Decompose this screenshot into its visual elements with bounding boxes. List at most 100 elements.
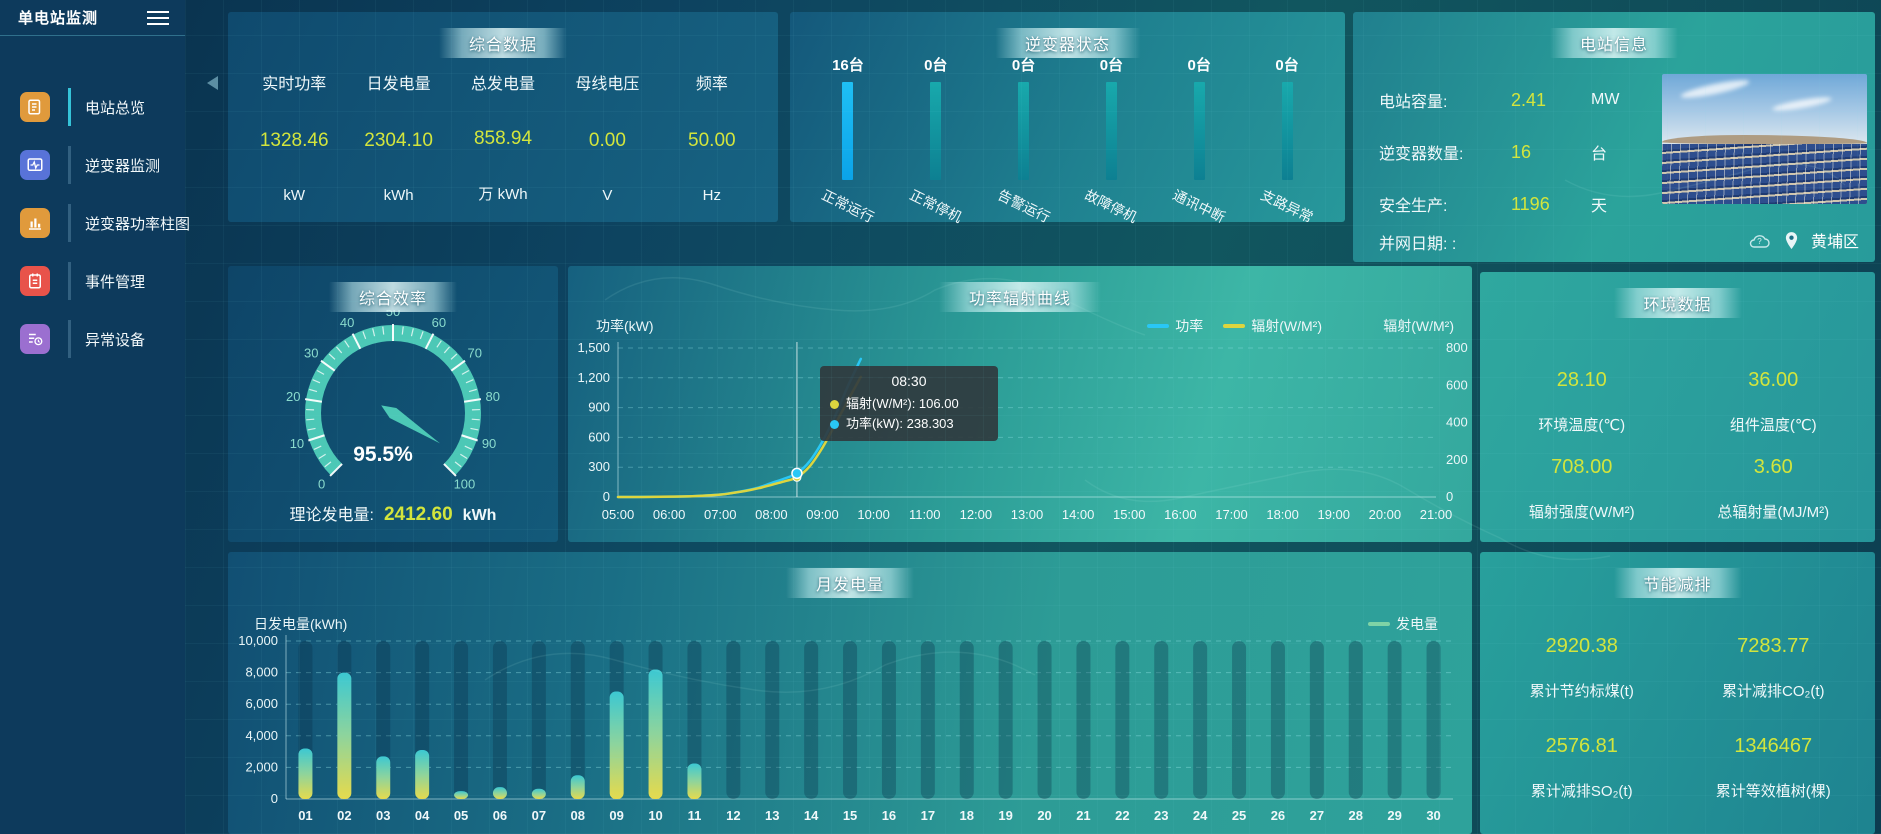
weather-cloud-icon[interactable]: ? bbox=[1748, 232, 1772, 249]
metric-label: 实时功率 bbox=[262, 76, 327, 93]
svg-text:14:00: 14:00 bbox=[1062, 507, 1095, 522]
bar-chart-legend[interactable]: 发电量 bbox=[1368, 614, 1438, 634]
legend-label: 发电量 bbox=[1396, 616, 1438, 632]
inverter-status-label: 故障停机 bbox=[1082, 186, 1141, 226]
theory-generation-unit: kWh bbox=[462, 507, 497, 524]
metric-label: 总发电量 bbox=[471, 76, 536, 93]
efficiency-gauge[interactable]: 0 10 20 30 40 50 60 70 80 90 100 95.5% bbox=[243, 310, 543, 496]
sidebar-item-0[interactable]: 电站总览 bbox=[0, 78, 185, 136]
environment-metric-label: 组件温度(℃) bbox=[1729, 416, 1817, 434]
sidebar: 单电站监测 电站总览逆变器监测逆变器功率柱图 事件管理异常设备 bbox=[0, 0, 190, 834]
svg-text:16:00: 16:00 bbox=[1164, 507, 1197, 522]
svg-text:1,500: 1,500 bbox=[577, 340, 610, 355]
summary-metric: 母线电压 0.00 V bbox=[555, 70, 659, 204]
monthly-generation-chart[interactable]: 0 2,000 4,000 6,000 8,000 10,000 01 02 03 04 05 06 0… bbox=[228, 552, 1472, 834]
svg-text:0: 0 bbox=[318, 476, 325, 491]
legend-item[interactable]: 功率 bbox=[1147, 316, 1203, 336]
svg-text:14: 14 bbox=[804, 808, 819, 823]
panel-power-radiation: 功率辐射曲线 功率(kW) 辐射(W/M²) 功率 辐射(W/M²) 0 300 60… bbox=[568, 266, 1472, 542]
environment-metric-label: 总辐射量(MJ/M²) bbox=[1717, 503, 1830, 521]
svg-text:03: 03 bbox=[376, 808, 390, 823]
svg-text:95.5%: 95.5% bbox=[353, 443, 413, 466]
energy-saving-metrics: 2920.38 累计节约标煤(t) 7283.77 累计减排CO₂(t) 2576.81… bbox=[1486, 618, 1869, 818]
inverter-status-bar[interactable] bbox=[842, 82, 854, 180]
report-icon bbox=[20, 92, 50, 122]
metric-label: 频率 bbox=[695, 76, 728, 93]
sidebar-item-3[interactable]: 事件管理 bbox=[0, 252, 185, 310]
saving-metric-value: 2576.81 bbox=[1545, 735, 1618, 757]
legend-item[interactable]: 发电量 bbox=[1368, 614, 1438, 634]
saving-metric-label: 累计等效植树(棵) bbox=[1715, 783, 1831, 800]
svg-text:28: 28 bbox=[1349, 808, 1363, 823]
svg-text:07: 07 bbox=[532, 808, 546, 823]
tooltip-row: 辐射(W/M²): 106.00 bbox=[830, 394, 988, 414]
environment-metrics: 28.10 环境温度(℃) 36.00 组件温度(℃) 708.00 辐射强度(W/M²)… bbox=[1486, 358, 1869, 532]
inverter-status-label: 告警运行 bbox=[994, 186, 1053, 226]
metric-unit: Hz bbox=[702, 187, 721, 204]
saving-metric: 7283.77 累计减排CO₂(t) bbox=[1678, 618, 1870, 718]
svg-text:15:00: 15:00 bbox=[1113, 507, 1146, 522]
inverter-status-bar[interactable] bbox=[1105, 82, 1117, 180]
inverter-count: 0台 bbox=[1275, 57, 1299, 74]
inverter-status-bar[interactable] bbox=[1193, 82, 1205, 180]
svg-text:07:00: 07:00 bbox=[704, 507, 737, 522]
svg-text:1,200: 1,200 bbox=[577, 370, 610, 385]
station-info-rows: 电站容量: 2.41 MW 逆变器数量: 16 台安全生产: 1196 天 bbox=[1379, 74, 1669, 230]
environment-metric: 36.00 组件温度(℃) bbox=[1678, 358, 1870, 445]
svg-text:400: 400 bbox=[1446, 415, 1468, 430]
svg-text:900: 900 bbox=[588, 400, 610, 415]
inverter-status-label: 正常停机 bbox=[907, 186, 965, 226]
metric-unit: kW bbox=[283, 187, 306, 204]
svg-text:20: 20 bbox=[1037, 808, 1051, 823]
station-info-row: 逆变器数量: 16 台 bbox=[1379, 126, 1669, 178]
svg-text:6,000: 6,000 bbox=[245, 696, 278, 711]
saving-metric-value: 1346467 bbox=[1734, 735, 1813, 757]
svg-text:16: 16 bbox=[882, 808, 896, 823]
inverter-status-bar[interactable] bbox=[1281, 82, 1293, 180]
svg-text:0: 0 bbox=[271, 791, 278, 806]
summary-metric: 实时功率 1328.46 kW bbox=[242, 70, 346, 204]
tooltip-row: 功率(kW): 238.303 bbox=[830, 414, 988, 434]
legend-label: 辐射(W/M²) bbox=[1251, 318, 1322, 334]
sidebar-item-label: 异常设备 bbox=[85, 331, 146, 349]
panel-title-inverter-status: 逆变器状态 bbox=[994, 28, 1141, 58]
sidebar-item-2[interactable]: 逆变器功率柱图 bbox=[0, 194, 190, 252]
inverter-status-column: 0台 支路异常 bbox=[1243, 54, 1331, 225]
saving-metric-label: 累计减排SO₂(t) bbox=[1530, 783, 1633, 800]
panel-summary-data: 综合数据 实时功率 1328.46 kW 日发电量 2304.10 kWh 总发电量 858.… bbox=[228, 12, 778, 222]
tooltip-series-dot bbox=[830, 419, 839, 429]
svg-text:21:00: 21:00 bbox=[1420, 507, 1453, 522]
svg-text:10:00: 10:00 bbox=[857, 507, 890, 522]
power-radiation-chart[interactable]: 0 300 600 900 1,200 1,500 0 200 400 600 800 05:00 06… bbox=[568, 266, 1472, 542]
legend-swatch bbox=[1368, 622, 1390, 626]
metric-value: 0.00 bbox=[588, 129, 626, 151]
tooltip-time: 08:30 bbox=[891, 373, 927, 389]
svg-text:2,000: 2,000 bbox=[245, 759, 278, 774]
inverter-status-label: 通讯中断 bbox=[1170, 186, 1228, 226]
sidebar-item-4[interactable]: 异常设备 bbox=[0, 310, 185, 368]
chart-tooltip: 08:30 辐射(W/M²): 106.00 功率(kW): 238.303 bbox=[820, 366, 998, 441]
svg-text:09: 09 bbox=[609, 808, 623, 823]
svg-text:600: 600 bbox=[1446, 377, 1468, 392]
inverter-status-bar[interactable] bbox=[930, 82, 942, 180]
svg-text:01: 01 bbox=[298, 808, 312, 823]
environment-metric: 708.00 辐射强度(W/M²) bbox=[1486, 445, 1678, 532]
sidebar-item-label: 逆变器监测 bbox=[85, 157, 161, 175]
station-info-value: 1196 bbox=[1511, 193, 1550, 214]
sidebar-item-1[interactable]: 逆变器监测 bbox=[0, 136, 185, 194]
inverter-count: 0台 bbox=[1187, 57, 1211, 74]
legend-item[interactable]: 辐射(W/M²) bbox=[1223, 316, 1322, 336]
line-chart-legend[interactable]: 功率 辐射(W/M²) bbox=[1147, 316, 1322, 336]
environment-metric: 28.10 环境温度(℃) bbox=[1486, 358, 1678, 445]
inverter-status-bar[interactable] bbox=[1018, 82, 1030, 180]
menu-toggle-icon[interactable] bbox=[147, 10, 169, 25]
environment-metric-value: 36.00 bbox=[1748, 368, 1799, 391]
sidebar-header: 单电站监测 bbox=[0, 0, 185, 36]
svg-text:19: 19 bbox=[998, 808, 1012, 823]
svg-text:05:00: 05:00 bbox=[602, 507, 635, 522]
station-info-unit: 台 bbox=[1591, 146, 1608, 163]
collapse-panel-arrow-icon[interactable] bbox=[207, 76, 218, 90]
theory-generation-value: 2412.60 bbox=[383, 504, 453, 525]
location-pin-icon[interactable] bbox=[1784, 231, 1799, 250]
svg-text:10,000: 10,000 bbox=[238, 633, 278, 648]
